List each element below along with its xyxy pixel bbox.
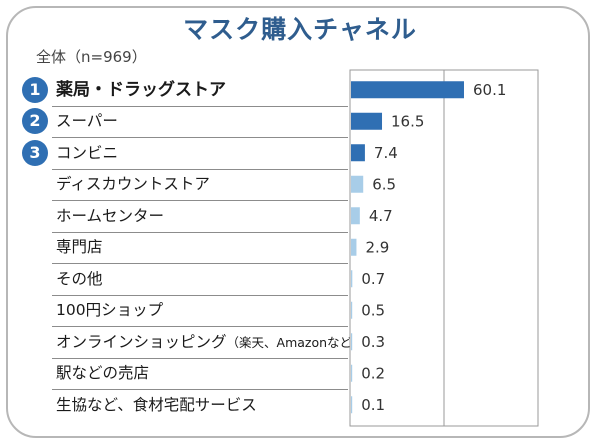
bar [351, 364, 353, 382]
value-label: 6.5 [372, 175, 396, 193]
category-label: スーパー [56, 112, 118, 131]
category-label: コンビニ [56, 143, 119, 162]
bar [351, 270, 353, 288]
category-label: 薬局・ドラッグストア [56, 79, 226, 100]
row-separator [52, 326, 348, 327]
category-label: オンラインショッピング（楽天、Amazonなど） [56, 332, 365, 351]
bar [351, 238, 357, 256]
bar [351, 175, 364, 193]
row-separator [52, 105, 348, 107]
value-label: 7.4 [374, 144, 398, 162]
rank-badge: 1 [22, 76, 48, 103]
bar [351, 144, 365, 162]
row-separator [52, 168, 348, 170]
category-label: その他 [56, 269, 103, 288]
value-label: 2.9 [365, 238, 389, 256]
rank-badge: 2 [22, 108, 48, 135]
value-label: 0.5 [361, 301, 385, 319]
chart-title: マスク購入チャネル [183, 15, 417, 44]
bar [351, 333, 353, 351]
row-separator [52, 294, 348, 296]
rank-badge: 3 [22, 139, 48, 166]
row-separator [52, 231, 348, 233]
category-label: ホームセンター [56, 206, 165, 225]
row-separator [52, 357, 348, 359]
row-separator [52, 137, 348, 138]
category-label: 100円ショップ [56, 301, 164, 320]
bar [351, 301, 353, 319]
category-label: 駅などの売店 [56, 364, 150, 383]
bar [351, 396, 353, 414]
value-label: 60.1 [473, 81, 506, 99]
value-label: 16.5 [391, 112, 424, 130]
value-label: 4.7 [369, 207, 393, 225]
bar [351, 207, 360, 225]
value-label: 0.7 [361, 270, 385, 288]
value-label: 0.3 [361, 333, 385, 351]
row-separator [52, 389, 348, 390]
chart-subtitle: 全体（n=969） [36, 48, 147, 66]
category-label: ディスカウントストア [56, 175, 210, 194]
bar [351, 81, 464, 99]
category-label: 生協など、食材宅配サービス [56, 395, 257, 414]
value-label: 0.2 [361, 364, 385, 382]
bar [351, 112, 383, 130]
value-label: 0.1 [361, 396, 385, 414]
row-separator [52, 263, 348, 264]
category-label: 専門店 [56, 238, 103, 257]
row-separator [52, 200, 348, 201]
